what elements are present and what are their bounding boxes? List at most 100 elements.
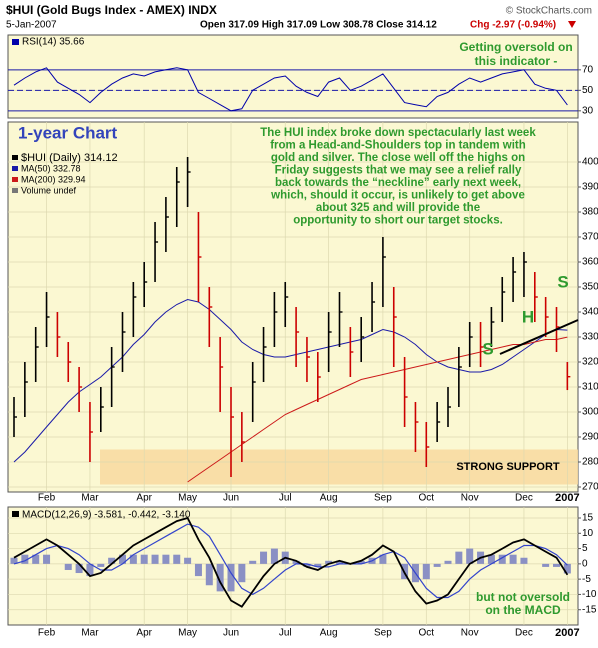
histogram-bar: [357, 560, 365, 564]
legend-entry: MA(50) 332.78: [21, 163, 81, 173]
credit: © StockCharts.com: [506, 6, 592, 17]
annotation: from a Head-and-Shoulders top in tandem …: [270, 140, 526, 152]
x-tick-label: Oct: [419, 628, 435, 639]
y-tick-label: 400: [582, 157, 598, 168]
annotation: which, should it occur, is unlikely to g…: [270, 190, 525, 202]
legend-entry: RSI(14) 35.66: [22, 37, 85, 48]
moving-average: [13, 298, 568, 463]
legend-entry: MA(200) 329.94: [21, 174, 86, 184]
moving-average: [187, 336, 568, 483]
y-tick-label: 320: [582, 357, 598, 368]
annotation: Friday suggests that we may see a relief…: [275, 165, 522, 177]
histogram-bar: [21, 554, 29, 564]
annotation: opportunity to short our target stocks.: [293, 215, 503, 227]
annotation: back towards the “neckline” early next w…: [275, 177, 521, 189]
annotation: but not oversold: [476, 590, 570, 604]
y-tick-label: -15: [582, 604, 597, 615]
y-tick-label: 15: [582, 513, 594, 524]
histogram-bar: [216, 563, 224, 592]
legend-swatch: [12, 188, 18, 193]
panel: [7, 34, 579, 119]
y-tick-label: 340: [582, 307, 598, 318]
pattern-label: H: [522, 307, 534, 326]
y-tick-label: 10: [582, 528, 594, 539]
histogram-bar: [509, 554, 517, 564]
pattern-label: S: [557, 272, 568, 291]
histogram-bar: [43, 554, 51, 564]
y-tick-label: 5: [582, 543, 588, 554]
histogram-bar: [151, 554, 159, 564]
y-tick-label: -10: [582, 589, 597, 600]
x-tick-label: Aug: [320, 493, 338, 504]
x-tick-label: May: [178, 628, 197, 639]
x-tick-label: Jun: [223, 493, 239, 504]
legend-swatch: [12, 39, 19, 45]
y-tick-label: 30: [582, 105, 594, 116]
neckline: [499, 319, 579, 355]
rsi-line: [13, 67, 568, 112]
x-tick-label: Feb: [38, 628, 56, 639]
histogram-bar: [194, 563, 202, 577]
legend-entry: $HUI (Daily) 314.12: [21, 152, 118, 164]
histogram-bar: [119, 554, 126, 564]
legend-swatch: [12, 177, 18, 182]
y-tick-label: 380: [582, 207, 598, 218]
panel-title: 1-year Chart: [18, 123, 118, 142]
histogram-bar: [162, 554, 170, 564]
histogram-bar: [466, 548, 474, 564]
legend-swatch: [12, 155, 18, 160]
x-tick-label: Apr: [136, 628, 152, 639]
histogram-bar: [249, 560, 257, 564]
histogram-bar: [86, 563, 94, 577]
y-tick-label: 280: [582, 457, 598, 468]
x-tick-label: Jul: [279, 628, 292, 639]
change: Chg -2.97 (-0.94%): [470, 20, 556, 31]
x-tick-label: Oct: [419, 493, 435, 504]
histogram-bar: [325, 560, 333, 564]
chart-title: $HUI (Gold Bugs Index - AMEX) INDX: [6, 3, 217, 17]
x-tick-label: Nov: [461, 628, 479, 639]
histogram-bar: [227, 563, 235, 592]
histogram-bar: [520, 557, 528, 564]
histogram-bar: [10, 557, 18, 564]
histogram-bar: [184, 557, 192, 564]
histogram-bar: [108, 557, 116, 564]
histogram-bar: [270, 548, 278, 564]
histogram-bar: [64, 563, 72, 570]
histogram-bar: [238, 563, 246, 583]
histogram-bar: [303, 563, 311, 567]
y-tick-label: 360: [582, 257, 598, 268]
date: 5-Jan-2007: [6, 20, 57, 31]
y-tick-label: 330: [582, 332, 598, 343]
histogram-bar: [422, 563, 430, 580]
histogram-bar: [32, 554, 40, 564]
y-tick-label: 300: [582, 407, 598, 418]
histogram-bar: [563, 563, 571, 574]
annotation: The HUI index broke down spectacularly l…: [260, 127, 536, 139]
y-tick-label: 70: [582, 64, 594, 75]
x-tick-label: Jun: [223, 628, 239, 639]
histogram-bar: [433, 563, 441, 567]
x-tick-label: Nov: [461, 493, 479, 504]
histogram-bar: [553, 563, 560, 567]
x-tick-label: Sep: [374, 628, 392, 639]
x-tick-label: Aug: [320, 628, 338, 639]
x-tick-label: Dec: [515, 493, 533, 504]
x-tick-label: Dec: [515, 628, 533, 639]
y-tick-label: 50: [582, 85, 594, 96]
x-tick-label: Feb: [38, 493, 56, 504]
x-tick-label: Mar: [81, 493, 99, 504]
y-tick-label: 0: [582, 559, 588, 570]
histogram-bar: [260, 551, 268, 564]
histogram-bar: [498, 554, 506, 564]
histogram-bar: [129, 554, 137, 564]
x-tick-label: Apr: [136, 493, 152, 504]
histogram-bar: [336, 560, 343, 564]
x-tick-label: May: [178, 493, 197, 504]
y-tick-label: 310: [582, 382, 598, 393]
annotation: on the MACD: [485, 603, 561, 617]
x-tick-label: 2007: [555, 492, 579, 504]
support-zone: [100, 449, 578, 485]
macd-line: [13, 516, 569, 608]
